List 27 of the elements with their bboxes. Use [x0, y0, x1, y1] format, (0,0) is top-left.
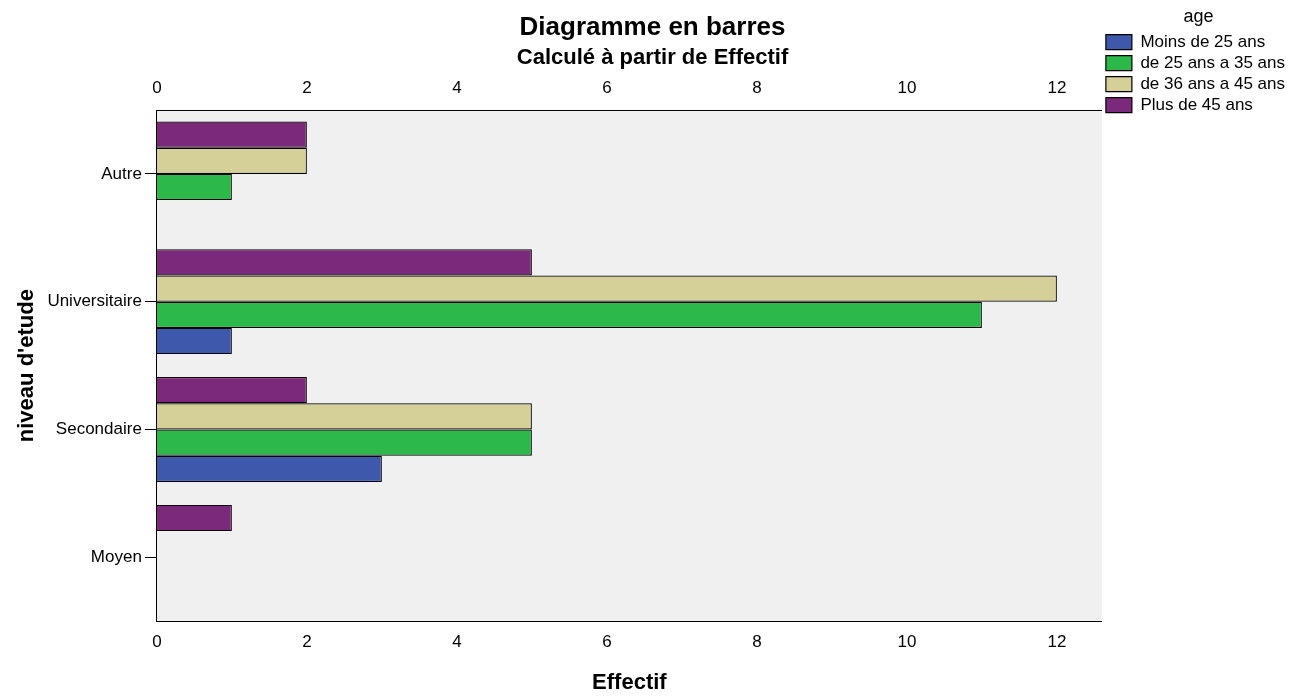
legend-label: Plus de 45 ans — [1140, 94, 1253, 114]
x2-tick-label: 10 — [897, 78, 917, 98]
x-tick-label: 6 — [602, 632, 612, 652]
y-axis-title: niveau d'etude — [13, 289, 39, 443]
chart-title: Diagramme en barres — [519, 10, 786, 41]
x-tick-label: 10 — [897, 632, 917, 652]
x2-tick-label: 4 — [452, 78, 462, 98]
legend-label: de 25 ans a 35 ans — [1140, 52, 1286, 72]
x-axis-title: Effectif — [592, 668, 668, 694]
x-tick-label: 0 — [152, 632, 162, 652]
x-tick-label: 8 — [752, 632, 762, 652]
legend-title: age — [1183, 5, 1214, 26]
y-tick-label: Moyen — [90, 546, 142, 566]
x-tick-label: 4 — [452, 632, 462, 652]
y-tick-label: Universitaire — [47, 291, 142, 311]
x2-tick-label: 6 — [602, 78, 612, 98]
legend-label: de 36 ans a 45 ans — [1140, 73, 1286, 93]
x-tick-label: 2 — [302, 632, 312, 652]
x2-tick-label: 8 — [752, 78, 762, 98]
x2-tick-label: 0 — [152, 78, 162, 98]
x2-tick-label: 12 — [1047, 78, 1067, 98]
x2-tick-label: 2 — [302, 78, 312, 98]
x-tick-label: 12 — [1047, 632, 1067, 652]
chart-subtitle: Calculé à partir de Effectif — [516, 44, 789, 70]
y-tick-label: Autre — [101, 163, 142, 183]
legend-label: Moins de 25 ans — [1140, 31, 1266, 51]
y-tick-label: Secondaire — [55, 419, 142, 439]
